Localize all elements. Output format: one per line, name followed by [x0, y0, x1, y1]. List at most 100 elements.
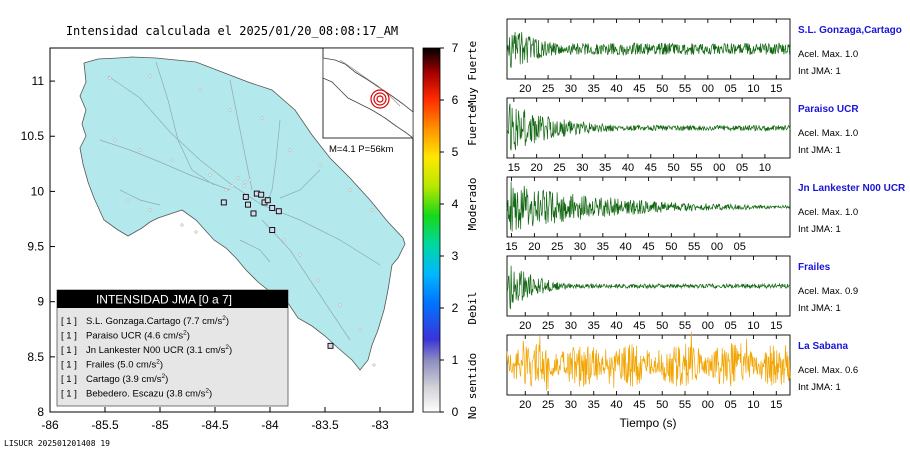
legend-box: [56, 289, 289, 407]
legend-header: INTENSIDAD JMA [0 a 7]: [96, 293, 232, 307]
costa-rica-land: [79, 56, 406, 371]
trace-tick-label: 05: [725, 83, 737, 95]
intensity-legend: INTENSIDAD JMA [0 a 7] [ 1 ] S.L. Gonzaga…: [56, 289, 289, 407]
epicenter-ring-outer: [370, 89, 390, 109]
legend-station-name: Bebedero. Escazu (3.8 cm/s: [86, 389, 206, 400]
trace-tick-label: 20: [531, 162, 543, 174]
map-y-tick-label: 8: [37, 405, 44, 419]
station-marker: [269, 227, 276, 233]
legend-header-bar: [57, 290, 288, 308]
footer-id: LISUCR 202501201408 19: [4, 439, 110, 448]
legend-close: ): [160, 360, 163, 371]
colorbar-tick-label: 3: [452, 249, 459, 263]
trace-tick-label: 30: [576, 162, 588, 174]
trace-tick-label: 40: [610, 320, 622, 332]
trace-tick-label: 25: [542, 399, 554, 411]
legend-entry: Bebedero. Escazu (3.8 cm/s2): [86, 388, 212, 400]
trace-int-jma: Int JMA: 1: [798, 145, 841, 156]
settlement-dot: [266, 198, 270, 202]
map-x-tick-label: -85.5: [91, 418, 119, 432]
settlement-dot: [208, 173, 212, 177]
legend-level: [ 1 ]: [61, 374, 77, 385]
settlement-dot: [243, 180, 247, 184]
trace-waveform: [506, 31, 791, 68]
legend-close: ): [209, 389, 212, 400]
colorbar-intensity-label: Muy Fuerte: [466, 41, 479, 107]
map-y-tick-label: 9.5: [27, 240, 44, 254]
settlement-dot: [148, 208, 152, 212]
settlement-dot: [358, 328, 362, 332]
map-x-tick-label: -86: [41, 418, 59, 432]
legend-entry: Jn Lankester N00 UCR (3.1 cm/s2): [86, 344, 232, 356]
trace-tick-label: 05: [725, 399, 737, 411]
trace-accel-max: Acel. Max. 0.9: [798, 286, 858, 297]
trace-waveform: [506, 103, 791, 151]
trace-station-name: Paraiso UCR: [798, 104, 859, 115]
epicenter-ring: [373, 92, 387, 106]
trace-waveform: [506, 265, 791, 310]
settlement-dot: [236, 176, 240, 180]
colorbar-gradient: [422, 47, 441, 413]
legend-station-name: S.L. Gonzaga.Cartago (7.7 cm/s: [86, 316, 222, 327]
figure-title: Intensidad calculada el 2025/01/20_08:08…: [66, 24, 398, 38]
colorbar-intensity-label: Debil: [466, 291, 479, 324]
legend-exponent: 2: [156, 359, 160, 366]
trace-tick-label: 05: [736, 162, 748, 174]
trace-accel-max: Acel. Max. 1.0: [798, 49, 858, 60]
trace-tick-label: 20: [519, 399, 531, 411]
trace-tick-label: 10: [759, 162, 771, 174]
trace-tick-label: 10: [747, 320, 759, 332]
seismogram-trace: 15 20 25 30 35 40 45 50 55 00 05 10 Paraiso UCR Acel.…: [506, 97, 859, 174]
inset-label: M=4.1 P=56km: [329, 144, 394, 155]
settlement-dot: [318, 163, 322, 167]
trace-tick-label: 10: [747, 83, 759, 95]
settlement-dot: [282, 238, 286, 242]
settlement-dot: [298, 253, 302, 257]
legend-entry: Paraiso UCR (4.6 cm/s2): [86, 330, 190, 342]
trace-tick-label: 20: [528, 241, 540, 253]
inset-border: [339, 59, 401, 107]
trace-accel-max: Acel. Max. 1.0: [798, 128, 858, 139]
trace-tick-label: 50: [656, 399, 668, 411]
station-marker: [269, 204, 276, 211]
legend-close: ): [187, 331, 190, 342]
map-y-tick-label: 11: [32, 74, 45, 88]
settlement-dot: [338, 303, 342, 307]
settlement-dot: [194, 230, 198, 234]
trace-tick-label: 40: [622, 162, 634, 174]
settlement-dot: [224, 188, 228, 192]
trace-accel-max: Acel. Max. 0.6: [798, 365, 858, 376]
colorbar-tick-label: 6: [452, 93, 459, 107]
settlement-dot: [228, 108, 232, 112]
seismogram-trace: 15 20 25 30 35 40 45 50 55 00 05 Jn Lankester N00 U…: [505, 176, 906, 253]
trace-tick-label: 35: [588, 83, 600, 95]
colorbar-tick-label: 4: [452, 197, 459, 211]
legend-level: [ 1 ]: [61, 316, 77, 327]
trace-tick-label: 30: [565, 399, 577, 411]
trace-tick-label: 25: [542, 83, 554, 95]
legend-level: [ 1 ]: [61, 331, 77, 342]
trace-tick-label: 15: [770, 399, 782, 411]
map-x-tick-label: -83.5: [311, 418, 339, 432]
station-marker: [250, 210, 257, 217]
trace-tick-label: 50: [665, 241, 677, 253]
settlement-dot: [316, 278, 320, 282]
trace-tick-label: 20: [519, 320, 531, 332]
seismogram-trace: 20 25 30 35 40 45 50 55 00 05 10 15 La Sabana Acel. M…: [506, 331, 858, 411]
trace-station-name: La Sabana: [798, 341, 848, 352]
trace-tick-label: 25: [553, 162, 565, 174]
trace-tick-label: 45: [633, 399, 645, 411]
trace-tick-label: 50: [667, 162, 679, 174]
station-marker: [258, 191, 265, 198]
trace-station-name: Jn Lankester N00 UCR: [798, 183, 906, 194]
trace-tick-label: 00: [702, 320, 714, 332]
settlement-dot: [198, 88, 202, 92]
legend-exponent: 2: [205, 388, 209, 395]
trace-accel-max: Acel. Max. 1.0: [798, 207, 858, 218]
settlement-dot: [288, 148, 292, 152]
settlement-dot: [248, 178, 252, 182]
trace-int-jma: Int JMA: 1: [798, 303, 841, 314]
map-x-tick-label: -84.5: [201, 418, 229, 432]
